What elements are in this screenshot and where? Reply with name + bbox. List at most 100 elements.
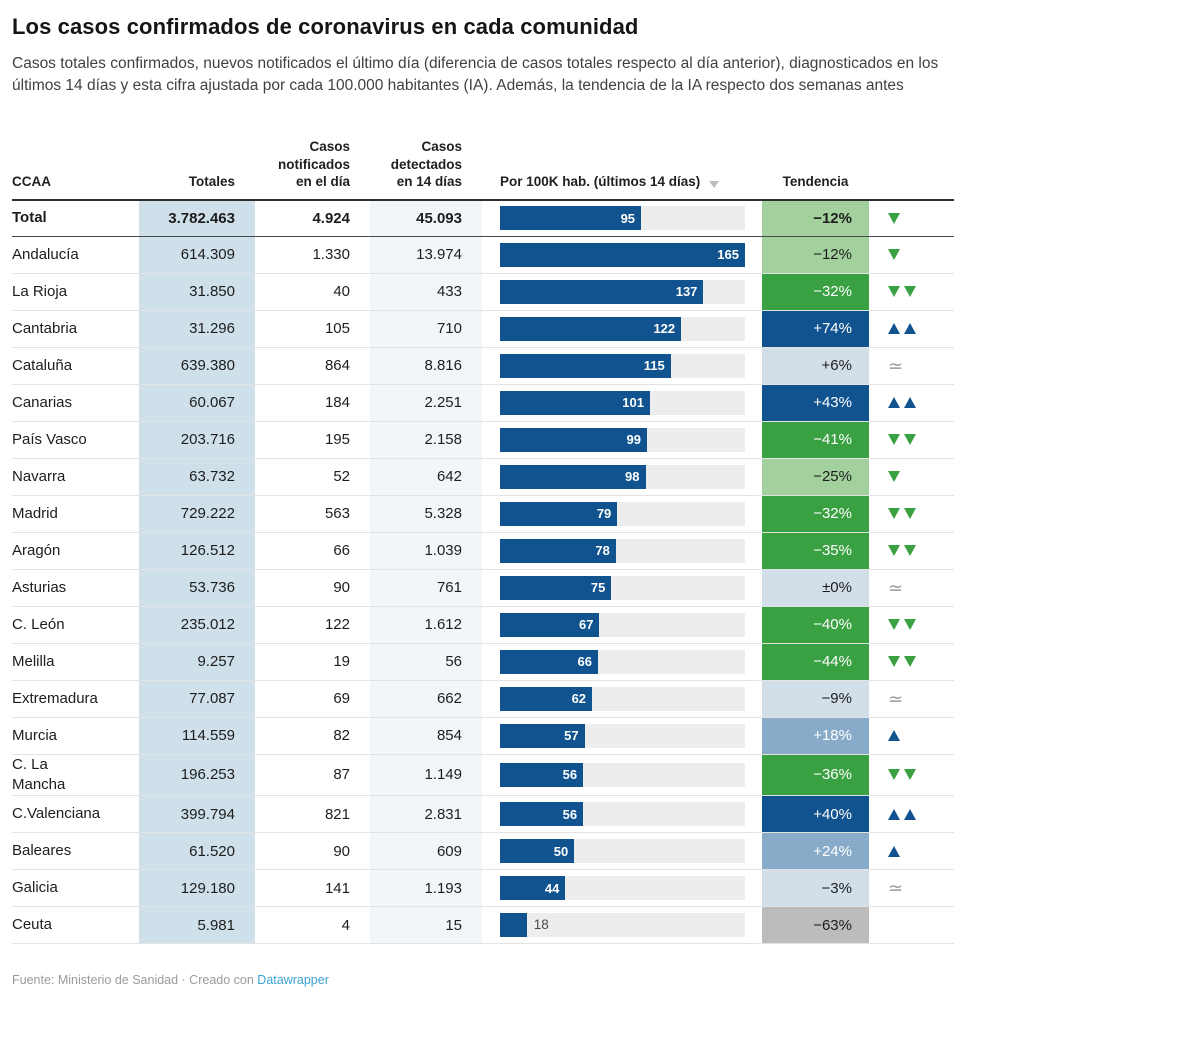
bar-track: 137: [500, 279, 745, 304]
tendencia-cell: −36%: [762, 754, 869, 796]
table-row: La Rioja 31.850 40 433 137 −32%: [12, 273, 954, 311]
notificados-cell: 19: [333, 653, 350, 671]
bar-track: 56: [500, 762, 745, 787]
ccaa-label: Ceuta: [12, 916, 53, 934]
bar-value-label: 18: [533, 917, 549, 933]
bar-value-label: 50: [553, 843, 569, 859]
ccaa-cell: Andalucía: [12, 237, 139, 273]
por100k-bar-cell: 66: [482, 644, 762, 680]
ccaa-cell: Total: [12, 201, 139, 236]
ccaa-cell: Asturias: [12, 570, 139, 606]
detectados-cell: 2.158: [370, 421, 482, 458]
column-header-notificados: Casos notificados en el día: [277, 139, 350, 190]
bar-value-label: 78: [595, 543, 610, 559]
totales-cell: 9.257: [139, 643, 255, 680]
tendencia-cell: +74%: [762, 310, 869, 347]
tendencia-cell: −9%: [762, 680, 869, 717]
trend-icon-cell: [869, 274, 954, 310]
trend-icon-cell: ≃: [869, 870, 954, 906]
detectados-cell: 433: [370, 273, 482, 310]
detectados-cell: 13.974: [370, 236, 482, 273]
table-row: Canarias 60.067 184 2.251 101 +43%: [12, 384, 954, 422]
totales-cell: 31.296: [139, 310, 255, 347]
ccaa-label: Aragón: [12, 541, 61, 559]
totales-cell: 53.736: [139, 569, 255, 606]
tendencia-cell: +43%: [762, 384, 869, 421]
detectados-cell: 2.251: [370, 384, 482, 421]
sort-descending-icon[interactable]: [709, 180, 720, 188]
table-row: C. León 235.012 122 1.612 67 −40%: [12, 606, 954, 644]
trend-down-icon: [904, 508, 916, 520]
por100k-bar-cell: 98: [482, 459, 762, 495]
detectados-cell: 1.193: [370, 870, 482, 907]
notificados-cell: 141: [324, 879, 350, 897]
detectados-cell: 609: [370, 833, 482, 870]
trend-stable-icon: ≃: [888, 688, 904, 709]
totales-cell: 129.180: [139, 870, 255, 907]
detectados-cell: 642: [370, 458, 482, 495]
trend-icon-cell: [869, 607, 954, 643]
notificados-cell: 195: [324, 431, 350, 449]
totales-cell: 60.067: [139, 384, 255, 421]
totales-cell: 63.732: [139, 458, 255, 495]
ccaa-label: C.Valenciana: [12, 805, 101, 823]
table-row: Galicia 129.180 141 1.193 44 −3% ≃: [12, 870, 954, 908]
bar-fill: 115: [500, 353, 671, 378]
bar-track: 79: [500, 501, 745, 526]
ccaa-cell: C.Valenciana: [12, 796, 139, 832]
bar-value-label: 137: [675, 284, 698, 300]
column-header-por100k-label: Por 100K hab. (últimos 14 días): [500, 174, 701, 190]
bar-fill: 50: [500, 839, 575, 864]
ccaa-label: Extremadura: [12, 689, 98, 707]
bar-fill: 62: [500, 686, 593, 711]
table-row: Andalucía 614.309 1.330 13.974 165 −12%: [12, 236, 954, 274]
page-title: Los casos confirmados de coronavirus en …: [12, 14, 639, 39]
bar-value-label: 95: [620, 210, 636, 226]
detectados-cell: 5.328: [370, 495, 482, 532]
ccaa-cell: Madrid: [12, 496, 139, 532]
trend-icon-cell: [869, 833, 954, 869]
ccaa-label: Cataluña: [12, 356, 73, 374]
tendencia-cell: −12%: [762, 200, 869, 236]
trend-down-icon: [888, 471, 900, 483]
bar-track: 66: [500, 649, 745, 674]
ccaa-label: C. León: [12, 615, 65, 633]
bar-track: 44: [500, 876, 745, 901]
column-header-por100k[interactable]: Por 100K hab. (últimos 14 días): [482, 138, 762, 199]
notificados-cell: 66: [333, 542, 350, 560]
table-row: Baleares 61.520 90 609 50 +24%: [12, 833, 954, 871]
bar-fill: [500, 913, 527, 938]
chart-page: Los casos confirmados de coronavirus en …: [12, 14, 954, 988]
notificados-cell: 563: [324, 505, 350, 523]
trend-up-icon: [888, 397, 900, 409]
tendencia-cell: −32%: [762, 495, 869, 532]
table-row: C. La Mancha 196.253 87 1.149 56 −36%: [12, 754, 954, 797]
datawrapper-link[interactable]: Datawrapper: [257, 973, 329, 988]
por100k-bar-cell: 75: [482, 570, 762, 606]
bar-value-label: 98: [625, 469, 640, 485]
trend-stable-icon: ≃: [888, 878, 904, 899]
bar-fill: 122: [500, 316, 682, 341]
totales-cell: 203.716: [139, 421, 255, 458]
trend-icon-cell: [869, 907, 954, 943]
totales-cell: 3.782.463: [139, 200, 255, 236]
bar-value-label: 57: [564, 728, 579, 744]
table-row: Navarra 63.732 52 642 98 −25%: [12, 458, 954, 496]
detectados-cell: 662: [370, 680, 482, 717]
bar-track: 56: [500, 802, 745, 827]
tendencia-cell: +40%: [762, 796, 869, 833]
bar-fill: 75: [500, 575, 612, 600]
trend-icon-cell: ≃: [869, 348, 954, 384]
tendencia-cell: −35%: [762, 532, 869, 569]
notificados-cell: 82: [333, 727, 350, 745]
tendencia-cell: ±0%: [762, 569, 869, 606]
trend-down-icon: [888, 545, 900, 557]
tendencia-cell: +18%: [762, 717, 869, 754]
totales-cell: 196.253: [139, 754, 255, 796]
por100k-bar-cell: 137: [482, 274, 762, 310]
bar-track: 101: [500, 390, 745, 415]
bar-value-label: 56: [562, 767, 578, 783]
bar-track: 50: [500, 839, 745, 864]
bar-track: 98: [500, 464, 745, 489]
detectados-cell: 761: [370, 569, 482, 606]
